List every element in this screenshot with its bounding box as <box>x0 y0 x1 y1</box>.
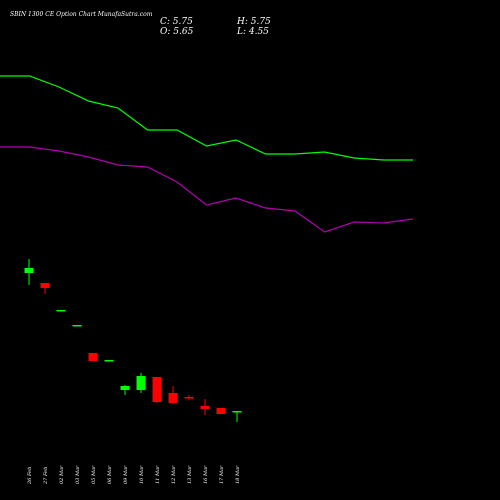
chart-title: SBIN 1300 CE Option Chart MunafaSutra.co… <box>10 11 153 18</box>
candle-body-7 <box>136 376 146 390</box>
candle-body-3 <box>72 325 82 327</box>
series-line-1 <box>0 75 413 161</box>
candle-body-2 <box>56 310 66 312</box>
candle-body-10 <box>184 397 194 399</box>
x-tick-label: 16 Mar <box>203 465 209 484</box>
candle-body-13 <box>232 411 242 413</box>
x-tick-label: 06 Mar <box>107 465 113 484</box>
low-value: L: 4.55 <box>237 27 269 37</box>
series-line-2 <box>0 146 414 233</box>
candle-body-6 <box>120 386 130 390</box>
x-tick-label: 26 Feb <box>27 467 33 485</box>
x-tick-label: 27 Feb <box>43 467 49 485</box>
x-tick-label: 05 Mar <box>91 465 97 484</box>
candle-body-12 <box>216 408 226 414</box>
high-value: H: 5.75 <box>237 17 271 27</box>
close-value: C: 5.75 <box>160 17 193 27</box>
x-tick-label: 10 Mar <box>139 465 145 484</box>
candle-body-1 <box>40 283 50 288</box>
x-tick-label: 09 Mar <box>123 465 129 484</box>
x-tick-label: 12 Mar <box>171 465 177 484</box>
candle-body-8 <box>152 377 162 402</box>
x-tick-label: 03 Mar <box>75 465 81 484</box>
candle-body-11 <box>200 406 210 409</box>
candle-body-4 <box>88 353 98 361</box>
x-tick-label: 18 Mar <box>235 465 241 484</box>
candle-body-0 <box>24 268 34 273</box>
x-tick-label: 17 Mar <box>219 465 225 484</box>
x-tick-label: 02 Mar <box>59 465 65 484</box>
x-tick-label: 13 Mar <box>187 465 193 484</box>
candle-body-9 <box>168 393 178 403</box>
x-tick-label: 11 Mar <box>155 465 161 484</box>
candle-body-5 <box>104 360 114 362</box>
open-value: O: 5.65 <box>160 27 194 37</box>
